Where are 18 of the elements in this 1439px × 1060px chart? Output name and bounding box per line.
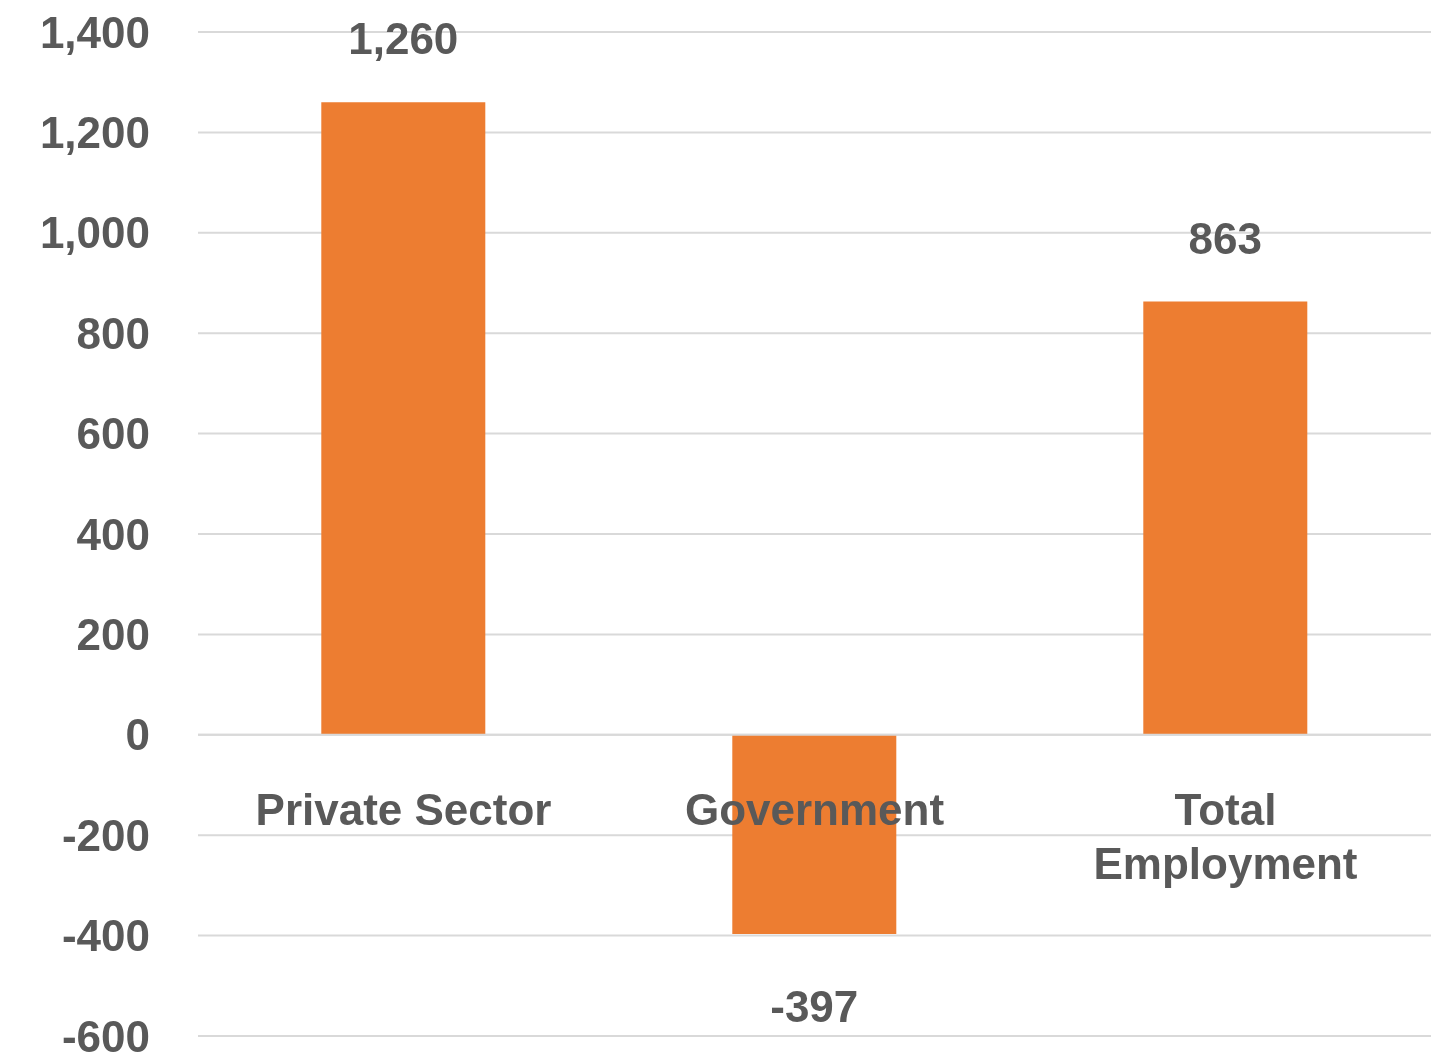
y-tick-label: -600 — [61, 1011, 150, 1060]
x-tick-label: Total Employment — [1092, 783, 1359, 890]
y-tick-label: -400 — [61, 911, 150, 961]
bar — [321, 102, 486, 735]
data-label: -397 — [770, 982, 859, 1032]
y-tick-label: 0 — [125, 710, 150, 760]
y-tick-label: -200 — [61, 810, 150, 860]
data-label: 1,260 — [348, 14, 459, 64]
y-tick-label: 1,400 — [39, 7, 150, 57]
bar — [1143, 301, 1308, 735]
y-tick-label: 200 — [76, 610, 150, 660]
y-tick-label: 400 — [76, 509, 150, 559]
y-tick-label: 1,000 — [39, 208, 150, 258]
data-label: 863 — [1188, 213, 1263, 263]
y-tick-label: 1,200 — [39, 108, 150, 158]
y-tick-label: 800 — [76, 308, 150, 358]
y-tick-label: 600 — [76, 409, 150, 459]
x-tick-label: Private Sector — [254, 783, 553, 836]
